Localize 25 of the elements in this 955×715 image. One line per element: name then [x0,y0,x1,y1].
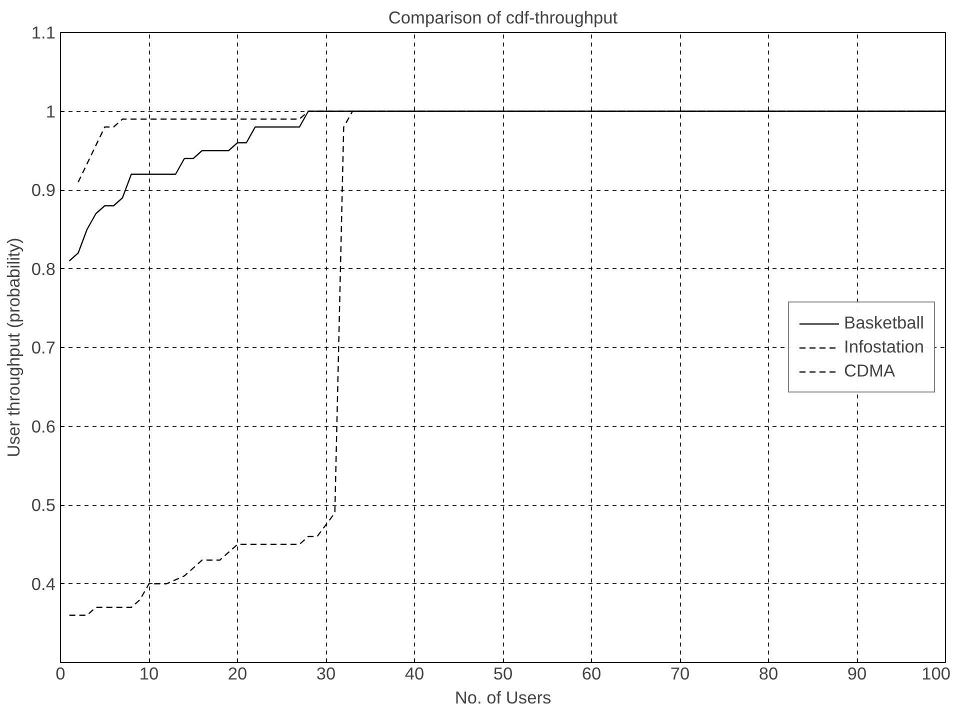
legend-label: Basketball [844,312,924,334]
x-tick-label: 70 [670,664,690,684]
x-tick-label: 20 [228,664,248,684]
y-tick-label: 1 [46,101,56,122]
y-tick-label: 0.8 [31,258,56,279]
y-tick-label: 0.4 [31,574,56,594]
chart-title: Comparison of cdf-throughput [388,8,618,28]
x-axis-title: No. of Users [454,688,552,708]
legend-label: CDMA [844,360,896,382]
y-tick-label: 0.6 [31,416,56,436]
x-tick-label: 60 [582,664,602,684]
x-tick-label: 40 [404,664,424,684]
x-tick-label: 10 [139,664,159,684]
y-tick-label: 0.9 [31,180,56,200]
legend-label: Infostation [844,336,924,358]
x-tick-label: 50 [493,664,513,684]
x-tick-label: 0 [56,664,66,684]
y-tick-label: 1.1 [31,22,56,42]
x-tick-label: 30 [316,664,336,684]
y-axis-title: User throughput (probability) [3,238,24,458]
y-tick-label: 0.5 [31,495,56,515]
y-tick-label: 0.7 [31,338,56,358]
x-tick-label: 100 [922,664,951,684]
x-tick-label: 80 [758,664,778,684]
x-tick-label: 90 [847,664,867,684]
